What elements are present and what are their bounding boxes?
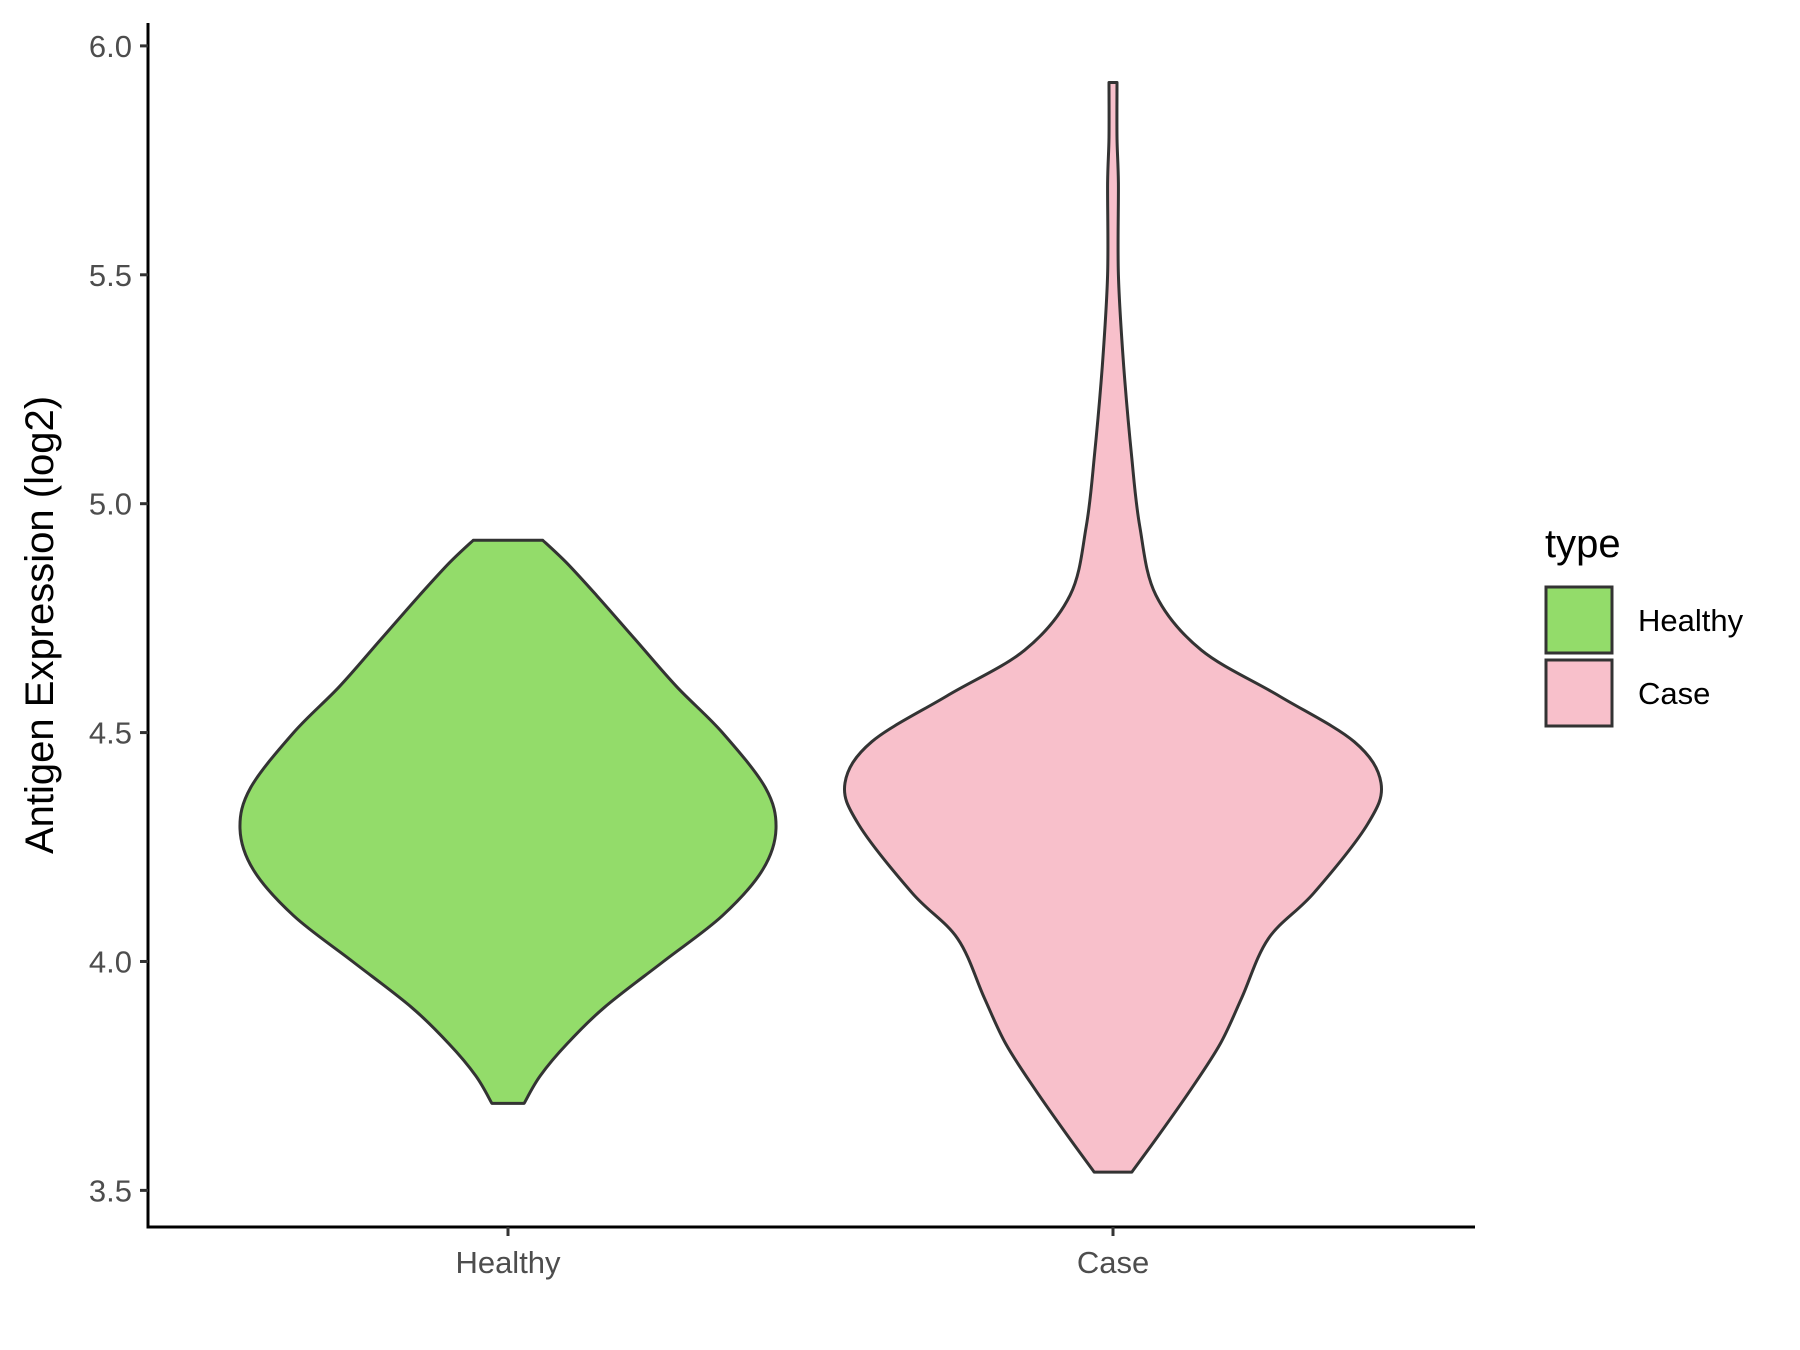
y-tick-label: 5.0 — [89, 487, 132, 522]
y-axis-title: Antigen Expression (log2) — [18, 396, 62, 854]
legend-key-healthy — [1544, 585, 1614, 655]
violin-case — [842, 81, 1384, 1174]
legend-key-case — [1544, 658, 1614, 728]
y-tick-label: 5.5 — [89, 258, 132, 293]
legend: type Healthy Case — [1544, 522, 1744, 728]
x-tick-label: Case — [1077, 1245, 1149, 1280]
y-ticks: 3.5 4.0 4.5 5.0 5.5 6.0 — [89, 29, 148, 1208]
y-tick-label: 4.0 — [89, 944, 132, 979]
violin-layer — [238, 81, 1384, 1174]
x-tick-label: Healthy — [455, 1245, 561, 1280]
y-tick-label: 6.0 — [89, 29, 132, 64]
x-ticks: Healthy Case — [455, 1227, 1149, 1280]
y-tick-label: 3.5 — [89, 1173, 132, 1208]
y-tick-label: 4.5 — [89, 716, 132, 751]
legend-title: type — [1545, 522, 1621, 566]
legend-label-healthy: Healthy — [1638, 603, 1744, 638]
legend-label-case: Case — [1638, 676, 1710, 711]
violin-healthy — [238, 538, 778, 1105]
